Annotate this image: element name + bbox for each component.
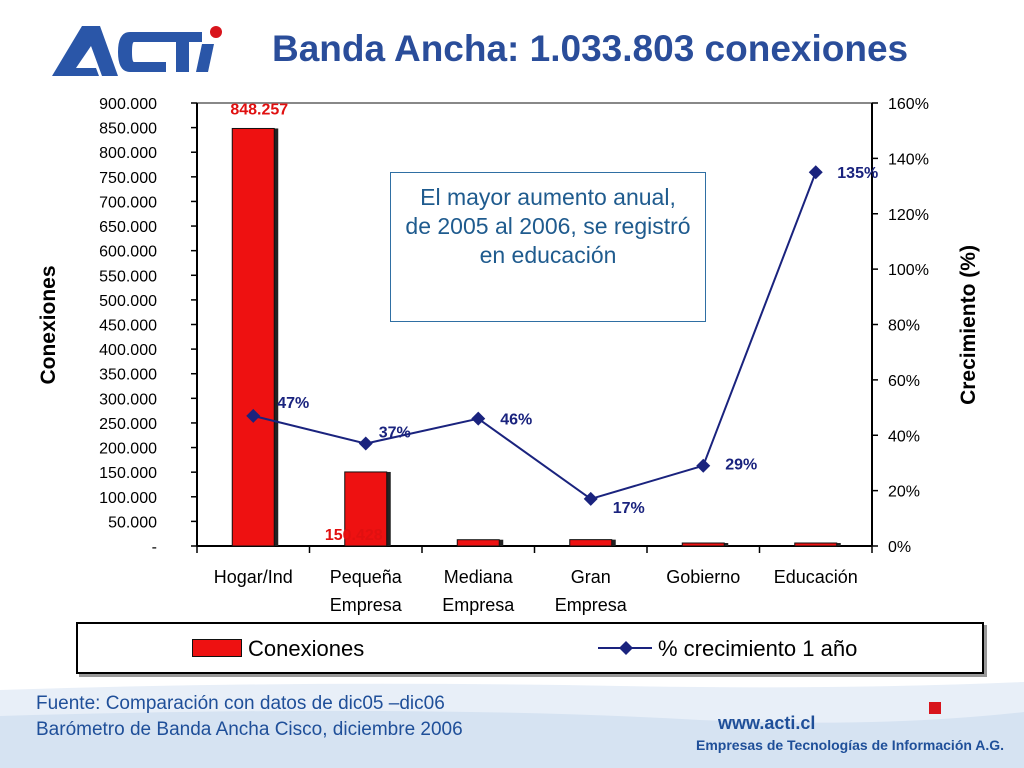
x-tick-label: Empresa xyxy=(555,595,628,615)
brand-square-icon xyxy=(929,702,941,714)
growth-value-label: 135% xyxy=(837,165,878,182)
legend-bar-swatch xyxy=(192,639,242,657)
legend-line-swatch xyxy=(598,641,652,655)
y2-axis-title: Crecimiento (%) xyxy=(957,245,980,405)
right-tick-label: 60% xyxy=(888,373,920,390)
right-tick-label: 20% xyxy=(888,484,920,501)
growth-value-label: 29% xyxy=(725,457,757,474)
left-tick-label: - xyxy=(152,539,157,556)
source-note: Fuente: Comparación con datos de dic05 –… xyxy=(36,691,463,743)
x-tick-label: Gran xyxy=(571,567,611,587)
left-tick-label: 800.000 xyxy=(99,145,157,162)
x-tick-label: Empresa xyxy=(330,595,403,615)
growth-point xyxy=(583,491,598,506)
left-tick-label: 600.000 xyxy=(99,244,157,261)
right-tick-label: 160% xyxy=(888,96,929,113)
acti-logo xyxy=(52,26,222,76)
source-line-2: Barómetro de Banda Ancha Cisco, diciembr… xyxy=(36,719,463,740)
growth-point xyxy=(696,458,711,473)
left-tick-label: 300.000 xyxy=(99,391,157,408)
x-tick-label: Hogar/Ind xyxy=(214,567,293,587)
left-tick-label: 650.000 xyxy=(99,219,157,236)
left-tick-label: 200.000 xyxy=(99,441,157,458)
slide-title: Banda Ancha: 1.033.803 conexiones xyxy=(272,28,909,69)
right-tick-label: 120% xyxy=(888,207,929,224)
right-tick-label: 40% xyxy=(888,428,920,445)
slide-header: Banda Ancha: 1.033.803 conexiones xyxy=(0,0,1024,95)
bar xyxy=(569,539,613,547)
growth-value-label: 47% xyxy=(277,395,309,412)
left-tick-label: 350.000 xyxy=(99,367,157,384)
bar xyxy=(231,127,275,547)
callout-box: El mayor aumento anual, de 2005 al 2006,… xyxy=(390,172,706,322)
x-tick-label: Educación xyxy=(774,567,858,587)
right-tick-label: 100% xyxy=(888,262,929,279)
x-tick-label: Mediana xyxy=(444,567,514,587)
growth-line xyxy=(253,171,817,501)
y-axis-title: Conexiones xyxy=(37,265,60,384)
legend-line-label: % crecimiento 1 año xyxy=(658,636,858,661)
bar-value-label: 848.257 xyxy=(230,101,288,118)
left-tick-label: 900.000 xyxy=(99,96,157,113)
right-tick-label: 140% xyxy=(888,151,929,168)
website-link[interactable]: www.acti.cl xyxy=(718,713,816,733)
left-tick-label: 750.000 xyxy=(99,170,157,187)
growth-point xyxy=(808,165,823,180)
bar xyxy=(794,542,838,547)
growth-value-label: 46% xyxy=(500,412,532,429)
left-tick-label: 250.000 xyxy=(99,416,157,433)
left-tick-label: 450.000 xyxy=(99,318,157,335)
association-name: Empresas de Tecnologías de Información A… xyxy=(696,737,1005,753)
left-tick-label: 150.000 xyxy=(99,465,157,482)
source-line-1: Fuente: Comparación con datos de dic05 –… xyxy=(36,693,445,714)
chart-legend: Conexiones % crecimiento 1 año xyxy=(76,622,984,674)
x-tick-label: Empresa xyxy=(442,595,515,615)
bar xyxy=(681,542,725,547)
left-tick-label: 500.000 xyxy=(99,293,157,310)
growth-value-label: 17% xyxy=(613,500,645,517)
right-tick-label: 0% xyxy=(888,539,911,556)
left-tick-label: 850.000 xyxy=(99,121,157,138)
left-tick-label: 550.000 xyxy=(99,268,157,285)
growth-value-label: 37% xyxy=(379,425,411,442)
bar xyxy=(344,471,388,547)
left-tick-label: 50.000 xyxy=(108,514,157,531)
growth-point xyxy=(246,408,261,423)
right-tick-label: 80% xyxy=(888,318,920,335)
x-tick-label: Gobierno xyxy=(666,567,740,587)
legend-bar-label: Conexiones xyxy=(248,636,365,661)
growth-point xyxy=(471,411,486,426)
footer-decoration xyxy=(0,682,1024,768)
growth-point xyxy=(358,436,373,451)
bar-value-label: 150.428 xyxy=(325,527,383,544)
bar xyxy=(456,539,500,547)
left-tick-label: 400.000 xyxy=(99,342,157,359)
left-tick-label: 100.000 xyxy=(99,490,157,507)
x-tick-label: Pequeña xyxy=(330,567,403,587)
left-tick-label: 700.000 xyxy=(99,194,157,211)
